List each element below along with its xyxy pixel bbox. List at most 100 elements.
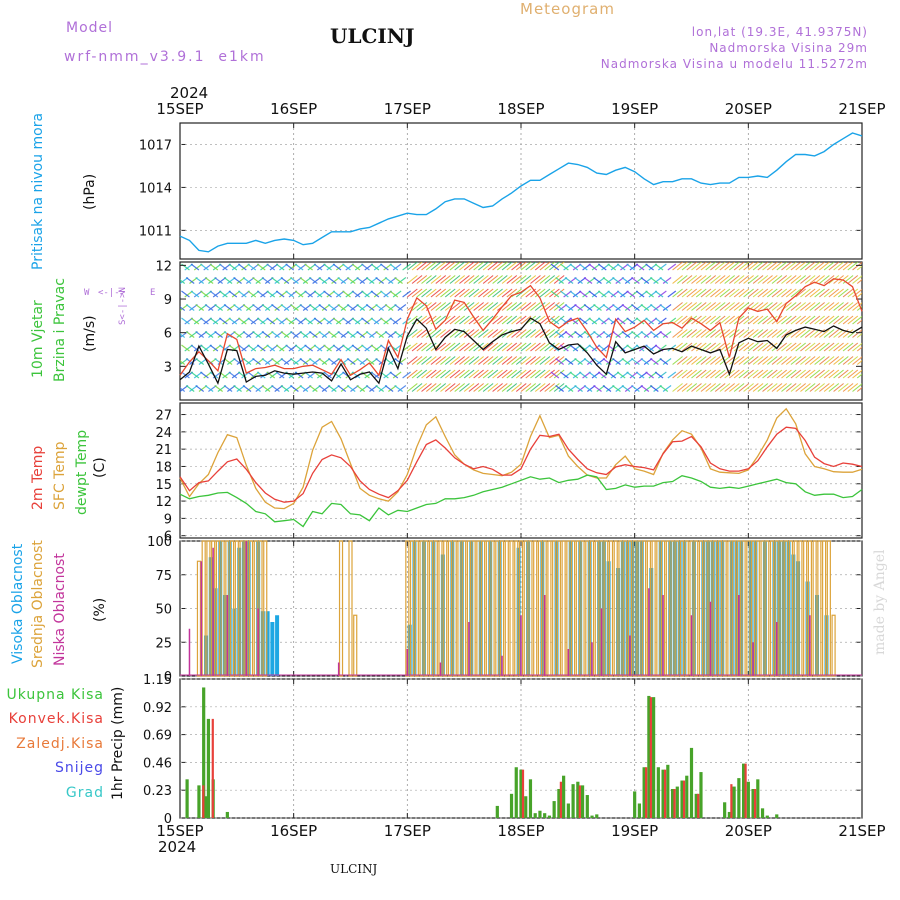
wind-barb	[318, 331, 328, 338]
wind-barb	[180, 387, 186, 392]
wind-barb	[501, 288, 513, 298]
wind-barb	[361, 290, 370, 298]
wind-barb	[275, 317, 285, 325]
wind-barb	[837, 342, 849, 352]
wind-barb	[397, 304, 407, 311]
wind-barb	[223, 358, 233, 365]
precip-total-bar	[694, 793, 698, 818]
wind-barb	[695, 329, 707, 338]
wind-barb	[473, 356, 484, 365]
wind-barb	[833, 302, 844, 311]
wind-barb	[823, 302, 835, 311]
wind-barb	[795, 315, 807, 325]
cloud-mid-bar	[443, 540, 448, 677]
wind-barb	[539, 275, 551, 284]
wind-barb	[719, 342, 731, 352]
wind-barb	[180, 350, 181, 351]
y-tick-label: 3	[164, 360, 172, 375]
cloud-mid-bar	[594, 540, 599, 677]
wind-barb	[392, 263, 402, 271]
wind-barb	[332, 344, 342, 352]
wind-barb	[588, 290, 598, 298]
wind-barb	[814, 383, 825, 392]
wind-barb	[365, 385, 375, 392]
wind-barb	[752, 315, 764, 325]
wind-barb	[729, 383, 740, 392]
cloud-mid-bar	[409, 540, 415, 677]
wind-barb	[463, 383, 475, 392]
lonlat-label: lon,lat (19.3E, 41.9375N)	[691, 25, 868, 39]
wind-barb	[506, 302, 518, 311]
wind-barb	[800, 369, 811, 379]
wind-barb	[747, 275, 759, 284]
cloud-mid-bar	[741, 540, 746, 677]
cloud-high-bar	[672, 541, 677, 676]
wind-barb	[564, 331, 574, 338]
wind-barb	[209, 317, 219, 325]
wind-barb	[752, 288, 764, 298]
wind-barb	[790, 288, 802, 298]
wind-barb	[435, 342, 447, 352]
wind-barb	[223, 277, 233, 284]
wind-barb	[530, 369, 541, 379]
wind-barb	[440, 302, 451, 311]
wind-barb	[515, 275, 527, 284]
wind-barb	[766, 342, 778, 352]
wind-barb	[482, 315, 494, 325]
cloud-high-bar	[431, 541, 436, 676]
wind-barb	[204, 304, 214, 311]
cloud-high-bar	[478, 541, 483, 676]
wind-barb	[313, 317, 323, 325]
cloud-mid-bar	[234, 540, 239, 677]
cloud-high-bar	[739, 541, 744, 676]
precip-total-bar	[670, 788, 675, 818]
wind-barb	[752, 262, 764, 271]
wind-barb	[256, 317, 266, 325]
wind-barb	[233, 331, 242, 338]
wind-barb	[733, 329, 745, 338]
wind-barb	[492, 288, 503, 298]
wind-barb	[686, 329, 698, 338]
wind-barb	[631, 385, 640, 392]
cloud-high-bar	[260, 611, 265, 676]
wind-barb	[804, 342, 816, 352]
cloud-high-bar	[554, 541, 559, 676]
wind-barb	[394, 358, 403, 365]
wind-barb	[790, 329, 802, 338]
cloud-mid-bar	[675, 540, 680, 677]
wind-barb	[828, 288, 840, 298]
precip-total-bar	[595, 814, 599, 818]
footer-station: ULCINJ	[330, 862, 378, 876]
cloud-mid-bar	[679, 540, 685, 677]
wind-barb	[856, 306, 862, 311]
wind-barb	[819, 315, 830, 325]
wind-barb	[496, 342, 508, 352]
wind-barb	[473, 369, 484, 379]
wind-barb	[597, 371, 607, 379]
wind-barb	[804, 356, 816, 365]
wind-barb	[766, 275, 778, 284]
cloud-mid-bar	[485, 540, 490, 677]
wind-barb	[389, 290, 399, 298]
wind-barb	[695, 288, 707, 298]
y-tick-label: 1011	[139, 224, 172, 239]
wind-barb	[294, 344, 304, 352]
precip-total-bar	[543, 813, 547, 818]
wind-barb	[672, 369, 683, 379]
wind-barb	[389, 263, 399, 271]
wind-barb	[588, 263, 598, 271]
wind-barb	[332, 263, 342, 271]
wind-barb	[795, 288, 807, 298]
wind-barb	[814, 288, 825, 298]
wind-barb	[482, 369, 494, 379]
wind-barb	[525, 262, 537, 271]
wind-barb	[271, 277, 280, 284]
wind-barb	[658, 290, 667, 298]
wind-barb	[856, 373, 862, 379]
wind-barb	[247, 263, 257, 271]
cloud-mid-bar	[698, 540, 704, 677]
cloud-low-bar	[543, 595, 546, 676]
wind-barb	[626, 371, 635, 379]
wind-barb	[814, 342, 825, 352]
wind-barb	[252, 358, 261, 365]
